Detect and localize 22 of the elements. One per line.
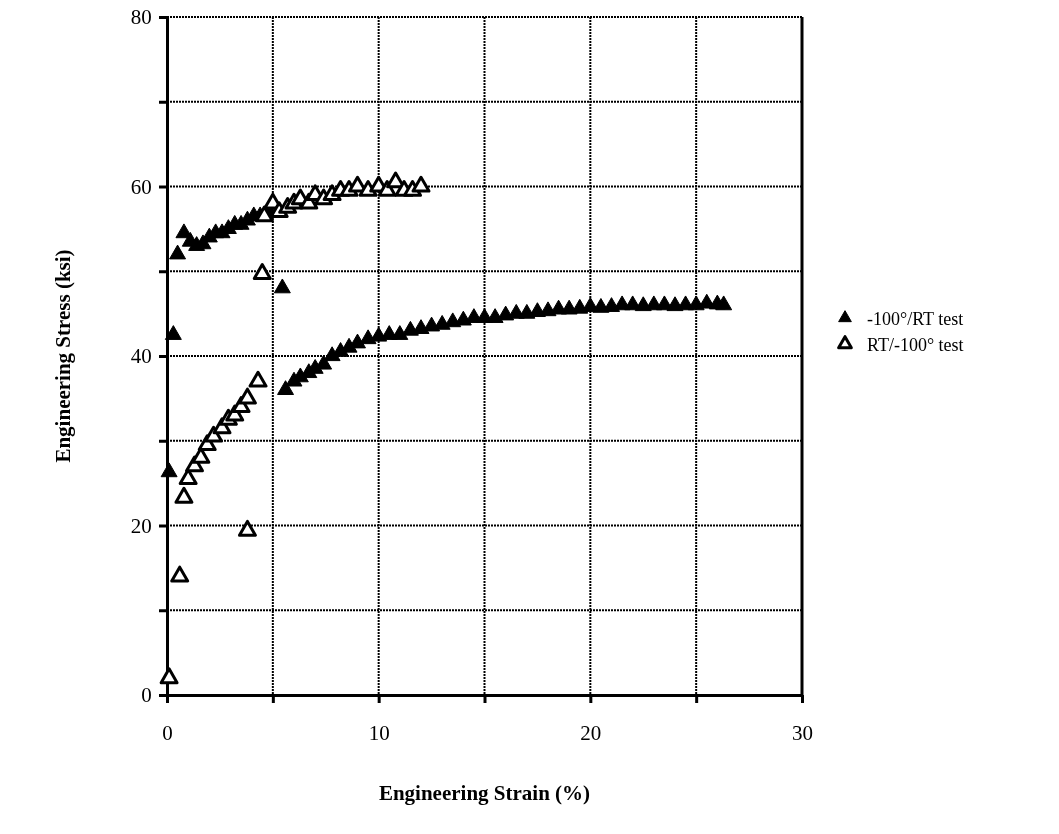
- y-axis-title: Engineering Stress (ksi): [51, 249, 75, 463]
- point: [254, 205, 274, 223]
- point: [248, 370, 268, 388]
- x-tick-label: 20: [580, 720, 602, 745]
- point: [174, 486, 194, 504]
- x-tick-label: 30: [792, 720, 813, 745]
- point: [252, 263, 272, 280]
- y-tick-label: 40: [130, 344, 152, 369]
- y-tick-label: 60: [130, 174, 152, 199]
- x-tick-label: 10: [368, 720, 390, 745]
- point: [237, 387, 257, 405]
- point: [237, 519, 257, 537]
- y-tick-label: 20: [130, 513, 152, 538]
- legend-label: RT/-100° test: [867, 335, 964, 355]
- legend-label: -100°/RT test: [867, 309, 964, 329]
- x-axis-title: Engineering Strain (%): [378, 781, 591, 805]
- point: [159, 667, 179, 685]
- point: [411, 175, 431, 193]
- y-tick-label: 0: [141, 683, 152, 708]
- y-tick-label: 80: [130, 5, 152, 30]
- point: [170, 565, 190, 583]
- x-tick-label: 0: [162, 720, 173, 745]
